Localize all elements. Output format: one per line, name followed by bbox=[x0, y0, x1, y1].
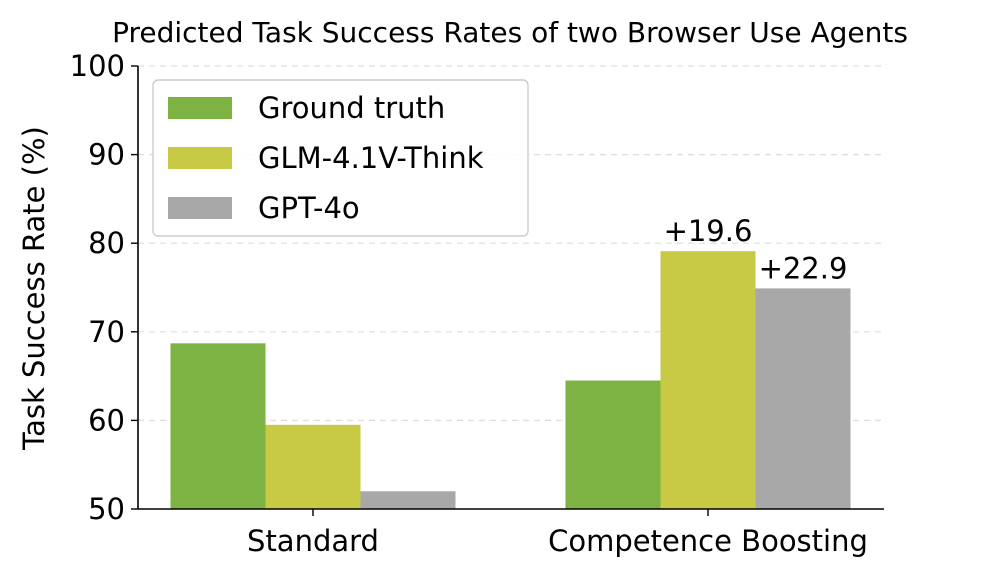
bar bbox=[170, 343, 266, 509]
y-ticks: 50 60 70 80 90 100 bbox=[70, 49, 138, 526]
legend-label: GPT-4o bbox=[258, 191, 360, 225]
bar bbox=[265, 424, 361, 509]
legend: Ground truth GLM-4.1V-Think GPT-4o bbox=[152, 79, 529, 237]
y-tick-label: 60 bbox=[88, 403, 125, 437]
legend-swatch bbox=[168, 197, 232, 219]
bars bbox=[170, 251, 851, 509]
x-tick-label: Standard bbox=[247, 524, 379, 558]
x-ticks: Standard Competence Boosting bbox=[247, 509, 868, 558]
legend-swatch bbox=[168, 97, 232, 119]
x-tick-label: Competence Boosting bbox=[548, 524, 868, 558]
y-tick-label: 80 bbox=[88, 226, 125, 260]
bar bbox=[565, 380, 661, 509]
y-axis-label: Task Success Rate (%) bbox=[17, 126, 51, 451]
annotations: +19.6+22.9 bbox=[664, 214, 848, 285]
legend-label: GLM-4.1V-Think bbox=[258, 141, 484, 175]
axes bbox=[137, 66, 884, 510]
legend-label: Ground truth bbox=[258, 91, 445, 125]
chart-title: Predicted Task Success Rates of two Brow… bbox=[112, 16, 908, 49]
y-tick-label: 90 bbox=[88, 138, 125, 172]
legend-box bbox=[152, 79, 529, 237]
y-tick-label: 100 bbox=[70, 49, 125, 83]
bar-annotation: +22.9 bbox=[759, 251, 848, 285]
bar bbox=[755, 288, 851, 509]
bar-annotation: +19.6 bbox=[664, 214, 753, 248]
bar bbox=[660, 251, 756, 509]
y-tick-label: 70 bbox=[88, 315, 125, 349]
legend-swatch bbox=[168, 147, 232, 169]
y-tick-label: 50 bbox=[88, 492, 125, 526]
bar bbox=[360, 491, 456, 509]
